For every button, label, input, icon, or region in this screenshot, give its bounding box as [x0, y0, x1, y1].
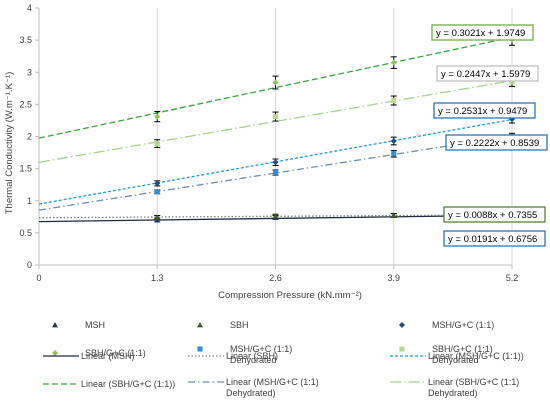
- point-sbh: [154, 214, 161, 220]
- legend-label-linear-sbh-g-c-1-1: Linear (SBH/G+C (1:1)): [81, 379, 175, 389]
- y-tick-label: 3.5: [19, 35, 32, 45]
- legend-label-msh-g-c-1-1: MSH/G+C (1:1): [432, 320, 494, 330]
- trendline-linear-sbh-g-c-1-1-dehydrated: [38, 79, 513, 163]
- equation-linear-sbh: y = 0.0088x + 0.7355: [448, 210, 537, 221]
- equation-linear-sbh-g-c-1-1: y = 0.3021x + 1.9749: [436, 28, 525, 39]
- x-axis-title: Compression Pressure (kN.mm⁻²): [218, 290, 362, 301]
- equation-linear-sbh-g-c-1-1-dehydrated: y = 0.2447x + 1.5979: [441, 69, 530, 80]
- y-tick-label: 1: [27, 196, 32, 206]
- x-tick-label: 3.9: [387, 273, 400, 283]
- x-tick-label: 2.6: [269, 273, 282, 283]
- point-msh-g-c-1-1: [272, 159, 279, 166]
- point-msh-g-c-1-1-dehydrated: [154, 189, 160, 195]
- legend-marker-msh-g-c-1-1: [399, 322, 405, 328]
- point-sbh-g-c-1-1: [272, 79, 279, 86]
- point-sbh-g-c-1-1-dehydrated: [154, 141, 160, 147]
- legend-marker-msh: [52, 322, 58, 328]
- equation-linear-msh: y = 0.0191x + 0.6756: [448, 234, 537, 245]
- point-sbh-g-c-1-1-dehydrated: [509, 79, 515, 85]
- y-tick-label: 2: [27, 132, 32, 142]
- axes: 0 0.5 1 1.5 2 2.5 3 3.5 4 0 1.3 2.6 3.9 5.2: [19, 3, 518, 283]
- equation-linear-msh-g-c-1-1-dehydrated: y = 0.2222x + 0.8539: [450, 138, 539, 149]
- y-tick-label: 0.5: [19, 228, 32, 238]
- equation-box-linear-msh-g-c-1-1: [433, 102, 536, 119]
- equation-box-linear-sbh-g-c-1-1: [431, 24, 534, 41]
- legend-label-msh: MSH: [85, 320, 105, 330]
- equation-box-linear-sbh: [443, 206, 546, 223]
- y-tick-label: 2.5: [19, 99, 32, 109]
- trendline-equations: y = 0.0191x + 0.6756 y = 0.0088x + 0.7355…: [431, 24, 548, 247]
- x-tick-label: 0: [36, 273, 41, 283]
- y-tick-label: 1.5: [19, 164, 32, 174]
- point-msh-g-c-1-1-dehydrated: [391, 151, 397, 157]
- legend-label-linear-sbh-g-c-1-1-dehydrated: Linear (SBH/G+C (1:1) Dehydrated): [428, 377, 519, 398]
- point-msh-g-c-1-1-dehydrated: [272, 169, 279, 176]
- y-axis-title: Thermal Conductivity (W.m⁻¹.K⁻¹): [4, 72, 15, 215]
- point-msh-g-c-1-1: [154, 180, 161, 187]
- legend: MSH SBH MSH/G+C (1:1) SBH/G+C (1:1) MSH/G+C …: [43, 320, 524, 398]
- legend-label-sbh-g-c-1-1-dehydrated: SBH/G+C (1:1) Dehydrated: [432, 344, 493, 365]
- legend-label-sbh-g-c-1-1: SBH/G+C (1:1): [85, 348, 146, 358]
- equation-box-linear-msh: [443, 230, 546, 247]
- legend-label-linear-sbh: Linear (SBH): [226, 351, 278, 361]
- point-msh-g-c-1-1: [390, 137, 397, 144]
- legend-marker-sbh-g-c-1-1-dehydrated: [399, 346, 405, 352]
- point-sbh: [390, 212, 397, 218]
- point-sbh-g-c-1-1-dehydrated: [391, 97, 397, 104]
- y-tick-label: 3: [27, 67, 32, 77]
- point-sbh: [272, 213, 279, 219]
- x-tick-label: 1.3: [151, 273, 164, 283]
- equation-linear-msh-g-c-1-1: y = 0.2531x + 0.9479: [438, 106, 527, 117]
- point-sbh-g-c-1-1: [390, 59, 397, 66]
- legend-marker-sbh: [197, 322, 203, 328]
- legend-label-linear-msh-g-c-1-1: Linear (MSH/G+C (1:1)): [428, 351, 524, 361]
- y-tick-label: 0: [27, 260, 32, 270]
- equation-box-linear-sbh-g-c-1-1-dehydrated: [436, 65, 539, 82]
- legend-label-linear-msh-g-c-1-1-dehydrated: Linear (MSH/G+C (1:1) Dehydrated): [226, 377, 319, 398]
- legend-label-msh-g-c-1-1-dehydrated: MSH/G+C (1:1) Dehydrated: [230, 344, 292, 365]
- legend-label-linear-msh: Linear (MSH): [81, 351, 135, 361]
- equation-box-linear-msh-g-c-1-1-dehydrated: [445, 134, 548, 151]
- point-sbh-g-c-1-1-dehydrated: [272, 114, 279, 120]
- legend-marker-sbh-g-c-1-1: [52, 350, 58, 356]
- point-sbh-g-c-1-1: [154, 113, 161, 120]
- y-tick-label: 4: [27, 3, 32, 13]
- legend-marker-msh-g-c-1-1-dehydrated: [197, 346, 203, 352]
- x-tick-label: 5.2: [506, 273, 519, 283]
- legend-label-sbh: SBH: [230, 320, 249, 330]
